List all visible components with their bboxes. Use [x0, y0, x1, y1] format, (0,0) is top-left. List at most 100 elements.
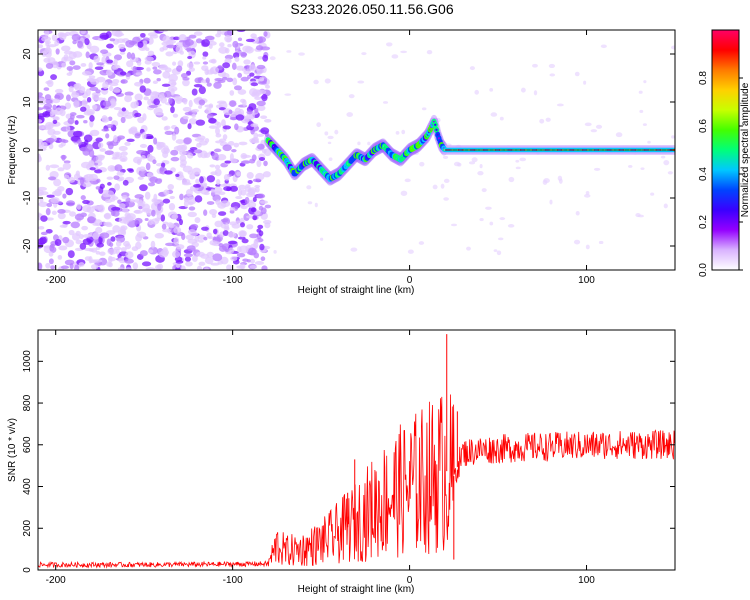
noise-blob — [395, 131, 400, 135]
noise-blob — [81, 181, 92, 188]
noise-blob — [62, 220, 71, 225]
noise-blob — [187, 123, 192, 130]
noise-blob — [218, 243, 224, 248]
noise-blob — [146, 67, 151, 72]
noise-blob — [671, 135, 675, 139]
noise-blob — [105, 69, 113, 76]
noise-blob — [185, 234, 194, 240]
noise-blob — [125, 267, 133, 270]
noise-blob — [249, 64, 257, 72]
noise-blob — [218, 107, 226, 111]
noise-blob — [92, 105, 97, 111]
noise-blob — [177, 60, 184, 67]
noise-blob — [256, 100, 266, 107]
noise-blob — [186, 62, 194, 69]
noise-blob — [202, 51, 209, 57]
noise-blob — [175, 173, 180, 177]
noise-blob — [443, 197, 449, 201]
noise-blob — [479, 218, 484, 222]
noise-blob — [99, 32, 110, 40]
spectrogram-x-ticks: -200 -100 0 100 — [46, 30, 595, 286]
noise-blob — [166, 44, 177, 49]
noise-blob — [114, 183, 121, 191]
noise-blob — [172, 113, 179, 118]
noise-blob — [670, 45, 675, 50]
noise-blob — [226, 30, 234, 37]
noise-blob — [638, 90, 643, 94]
noise-blob — [69, 211, 76, 217]
noise-blob — [54, 238, 62, 247]
noise-blob — [147, 98, 152, 106]
noise-blob — [219, 183, 227, 187]
noise-blob — [148, 104, 158, 109]
noise-blob — [545, 117, 551, 122]
noise-blob — [174, 126, 180, 135]
noise-blob — [124, 91, 134, 96]
noise-blob — [445, 143, 452, 147]
noise-blob — [324, 131, 329, 136]
noise-blob — [185, 261, 193, 267]
noise-blob — [382, 101, 389, 104]
noise-blob — [191, 113, 196, 118]
noise-blob — [583, 80, 587, 85]
noise-blob — [58, 245, 68, 251]
noise-blob — [114, 164, 123, 172]
noise-blob — [183, 116, 189, 120]
noise-blob — [357, 141, 361, 146]
snr-series-line — [38, 394, 675, 569]
noise-blob — [367, 141, 371, 146]
noise-blob — [210, 188, 215, 193]
noise-blob — [63, 56, 74, 62]
noise-blob — [171, 214, 179, 220]
noise-blob — [111, 156, 118, 160]
noise-blob — [229, 206, 236, 211]
noise-blob — [128, 127, 138, 134]
noise-blob — [94, 169, 103, 174]
noise-blob — [144, 56, 154, 62]
noise-blob — [39, 47, 49, 55]
noise-blob — [264, 118, 272, 123]
noise-blob — [79, 86, 86, 94]
noise-blob — [57, 167, 65, 172]
noise-blob — [139, 143, 148, 149]
noise-blob — [129, 199, 135, 203]
noise-blob — [140, 155, 146, 160]
noise-blob — [117, 199, 122, 204]
noise-blob — [204, 35, 215, 41]
noise-blob — [250, 123, 259, 128]
noise-blob — [146, 153, 153, 161]
snr-x-tick-label: -200 — [46, 575, 66, 586]
noise-blob — [59, 108, 66, 117]
noise-blob — [255, 45, 264, 51]
noise-blob — [209, 209, 218, 215]
noise-blob — [328, 157, 333, 162]
noise-blob — [307, 201, 313, 205]
noise-blob — [138, 205, 143, 210]
noise-blob — [51, 210, 57, 216]
noise-blob — [106, 43, 114, 49]
noise-blob — [67, 250, 75, 259]
spectrogram-y-ticks: -20 -10 0 10 20 — [22, 48, 675, 253]
noise-blob — [133, 100, 139, 108]
noise-blob — [62, 236, 70, 244]
noise-blob — [198, 86, 206, 95]
noise-blob — [209, 240, 218, 246]
noise-blob — [202, 56, 207, 60]
noise-blob — [485, 206, 492, 210]
noise-blob — [194, 217, 201, 224]
noise-blob — [99, 251, 106, 256]
noise-blob — [257, 56, 264, 60]
noise-blob — [158, 30, 169, 33]
noise-blob — [163, 189, 170, 196]
snr-x-tick-label: 0 — [407, 575, 413, 586]
noise-blob — [84, 256, 92, 261]
noise-blob — [457, 162, 462, 167]
noise-blob — [154, 217, 161, 222]
noise-blob — [89, 114, 95, 122]
noise-blob — [89, 45, 100, 54]
noise-blob — [60, 45, 71, 52]
spectrogram-marks — [38, 30, 675, 270]
noise-blob — [96, 242, 104, 248]
noise-blob — [147, 249, 154, 254]
noise-blob — [227, 240, 238, 245]
